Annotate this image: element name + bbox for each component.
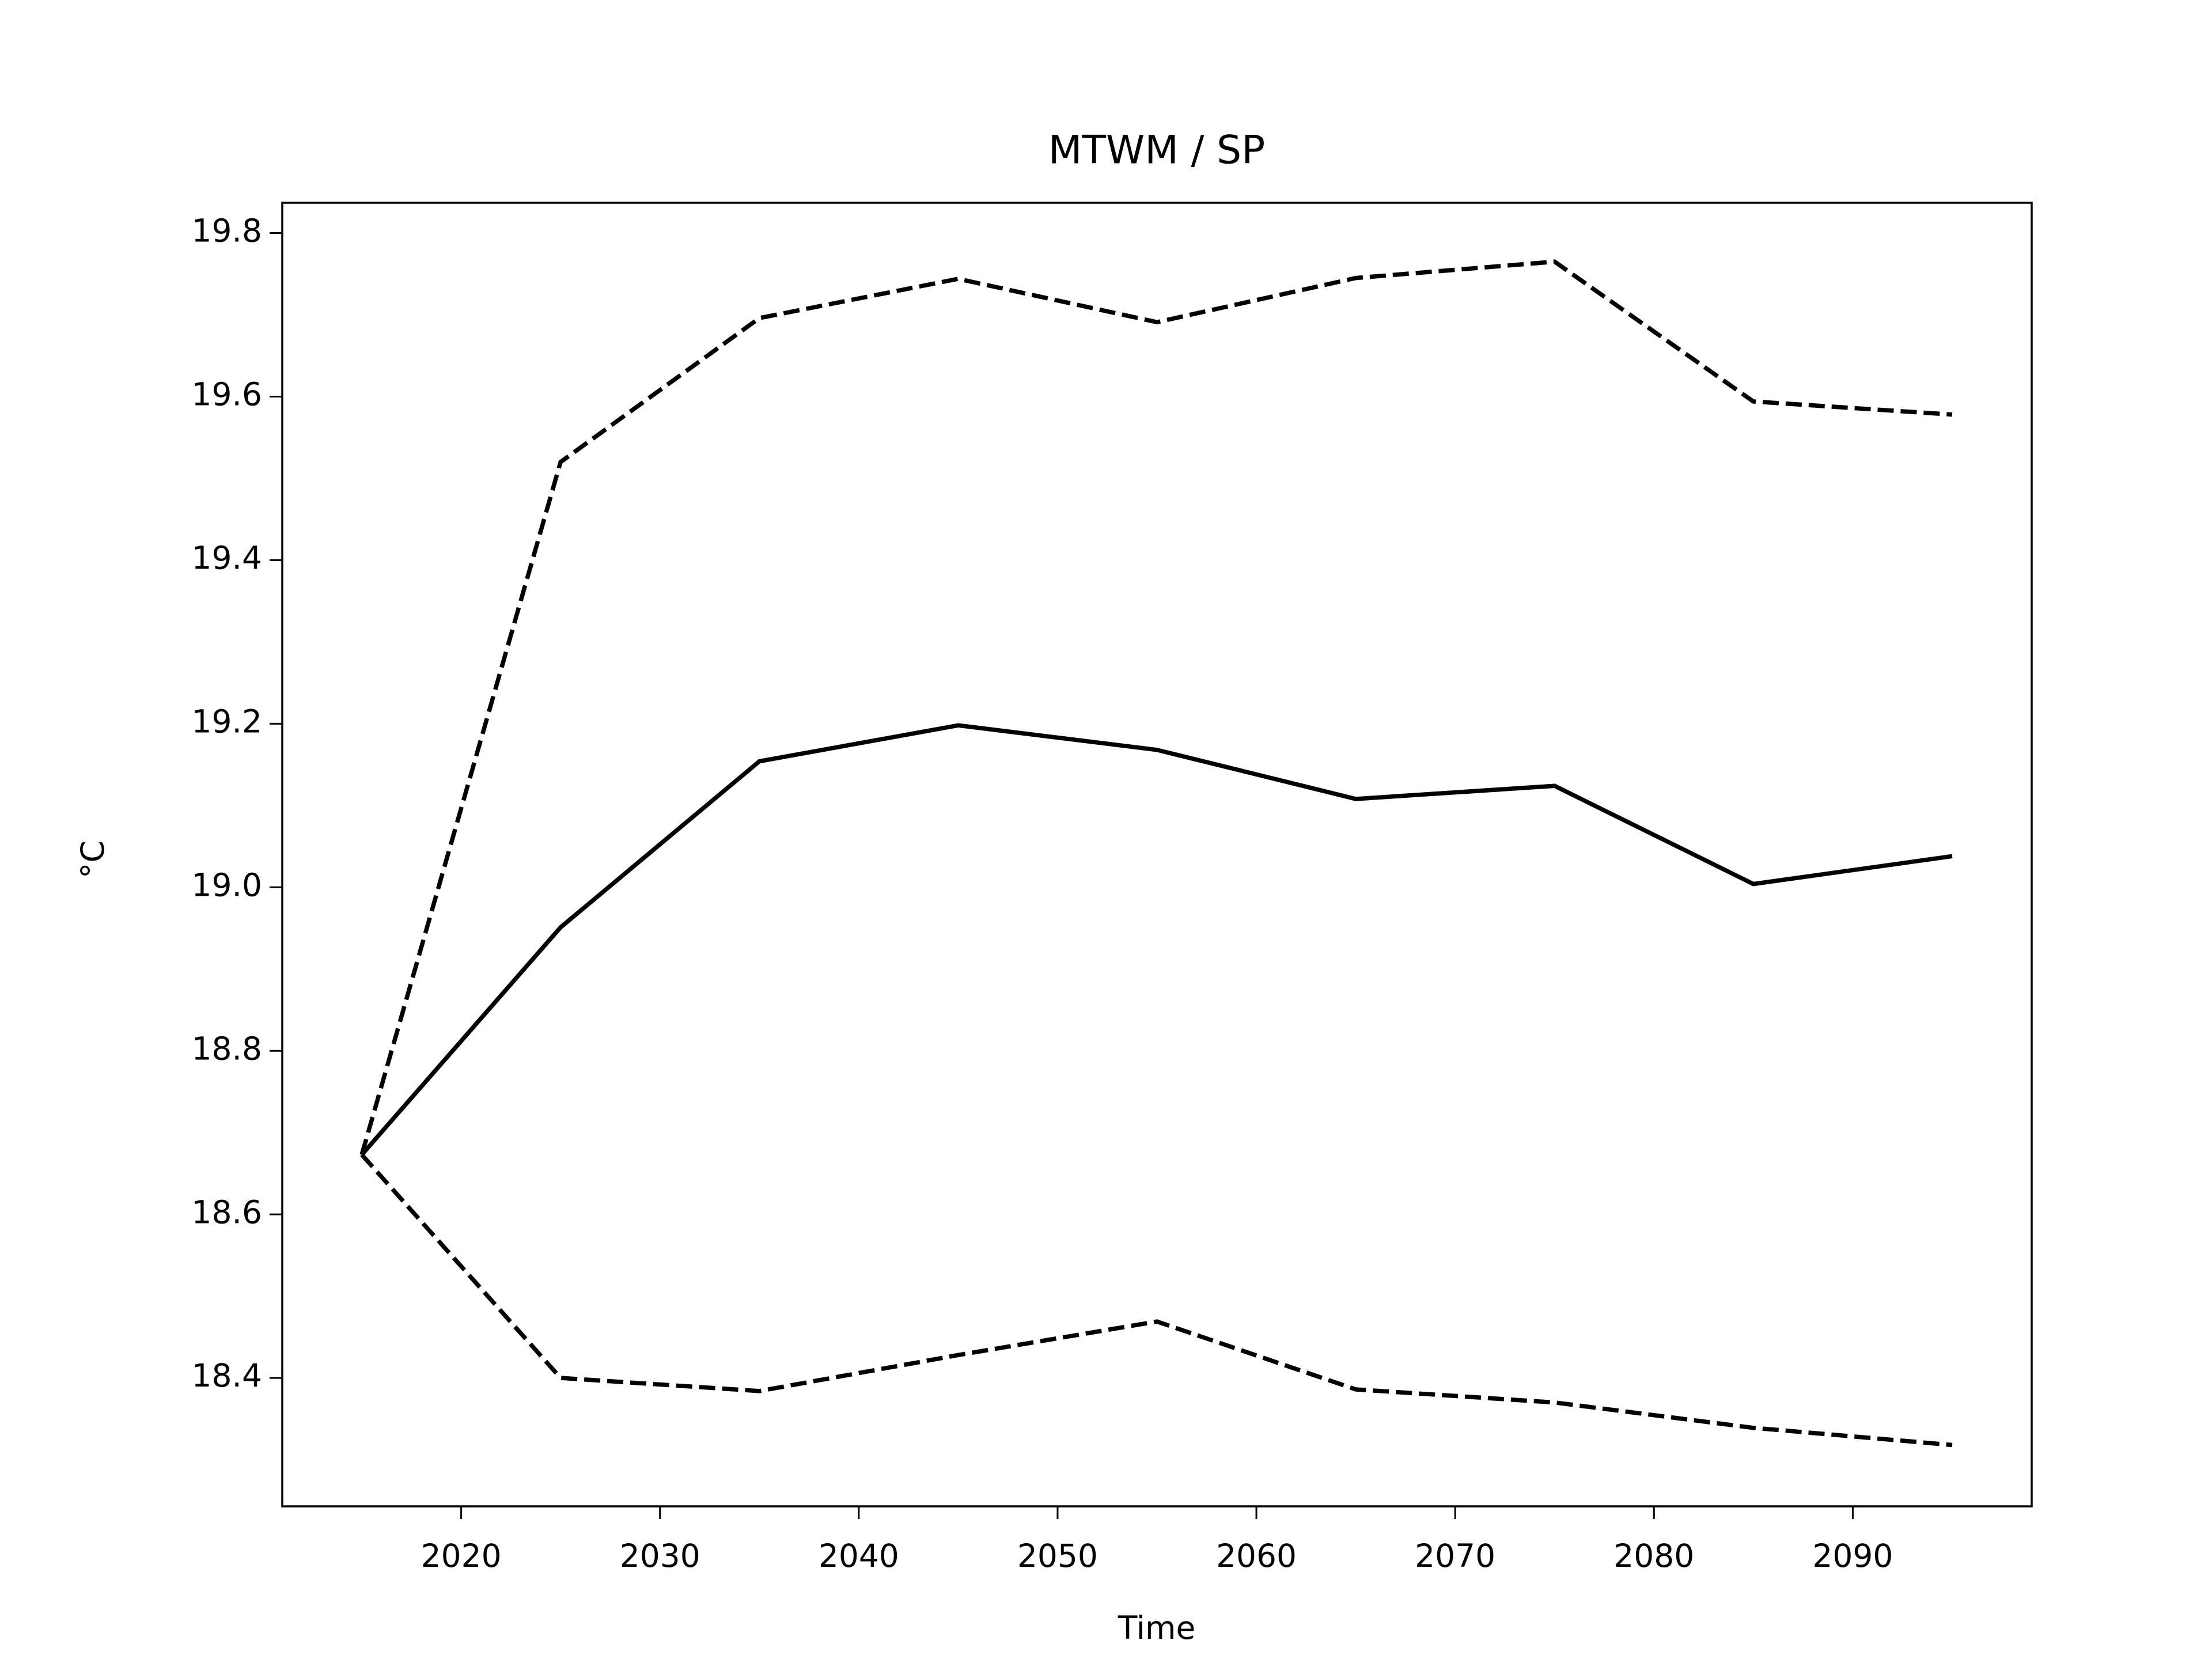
x-tick-label: 2080 [1613, 1537, 1694, 1574]
x-axis-label: Time [1118, 1609, 1196, 1646]
x-tick-label: 2040 [819, 1537, 899, 1574]
x-tick-label: 2070 [1415, 1537, 1495, 1574]
x-tick-label: 2090 [1812, 1537, 1893, 1574]
chart-title: MTWM / SP [1048, 128, 1265, 173]
y-tick-label: 18.6 [192, 1194, 262, 1230]
plot-frame [281, 202, 2033, 1508]
y-tick-label: 19.8 [192, 213, 262, 249]
x-tick-label: 2060 [1216, 1537, 1297, 1574]
y-axis-label: °C [74, 840, 111, 878]
y-tick-label: 18.4 [192, 1357, 262, 1394]
data-line [360, 723, 1953, 1156]
y-tick-label: 19.4 [192, 540, 262, 577]
y-tick-label: 18.8 [192, 1030, 262, 1067]
y-tick-label: 19.0 [192, 866, 262, 903]
data-line [360, 1153, 1953, 1448]
x-tick-label: 2050 [1017, 1537, 1098, 1574]
y-tick-label: 19.6 [192, 376, 262, 413]
y-tick-label: 19.2 [192, 703, 262, 740]
data-line [359, 259, 1953, 1156]
x-tick-label: 2020 [421, 1537, 502, 1574]
x-tick-label: 2030 [620, 1537, 700, 1574]
